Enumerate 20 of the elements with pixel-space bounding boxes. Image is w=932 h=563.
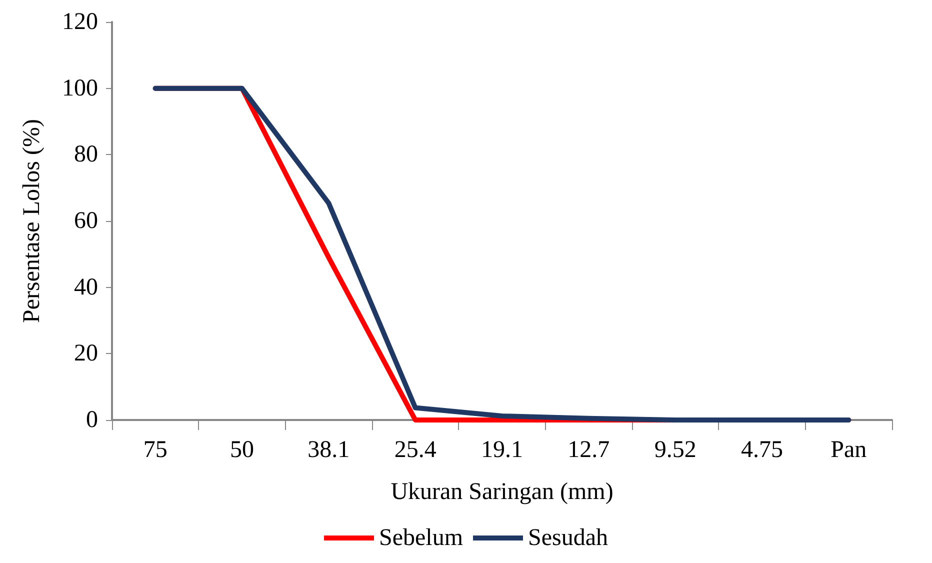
y-tick-label: 40 xyxy=(74,274,98,300)
y-tick-label: 0 xyxy=(86,407,98,433)
y-tick-label: 20 xyxy=(74,340,98,367)
x-tick-label: 50 xyxy=(230,437,254,463)
x-tick-label: 19.1 xyxy=(481,437,523,463)
y-tick-label: 80 xyxy=(74,142,98,168)
y-tick-label: 100 xyxy=(62,75,98,102)
x-tick-label: 75 xyxy=(143,437,168,463)
x-tick-label: 25.4 xyxy=(394,437,436,463)
x-tick-label: 9.52 xyxy=(654,437,696,463)
y-axis-title: Persentase Lolos (%) xyxy=(19,119,45,323)
x-tick-label: 12.7 xyxy=(568,437,610,463)
x-tick-label: 38.1 xyxy=(308,437,350,463)
x-tick-label: Pan xyxy=(830,437,867,463)
legend-label: Sebelum xyxy=(379,525,464,551)
x-tick-label: 4.75 xyxy=(741,437,783,463)
y-tick-label: 120 xyxy=(62,9,98,35)
legend-label: Sesudah xyxy=(528,525,608,551)
x-axis-title: Ukuran Saringan (mm) xyxy=(390,479,614,505)
y-tick-label: 60 xyxy=(74,208,98,234)
